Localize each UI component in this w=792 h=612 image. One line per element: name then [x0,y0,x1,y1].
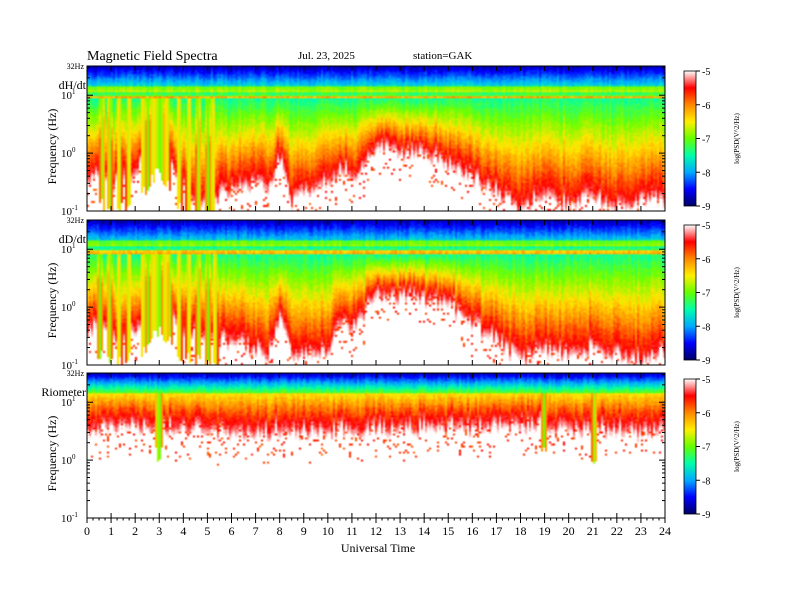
x-tick-label: 16 [466,524,478,538]
x-tick-label: 21 [587,524,599,538]
y-tick-label: 10 [61,148,73,160]
colorbar-tick-label: -6 [702,409,710,420]
x-tick-label: 1 [108,524,114,538]
panel-name-label: dH/dt [59,78,87,92]
x-tick-label: 10 [322,524,334,538]
x-axis-label: Universal Time [341,541,415,555]
y-tick-exponent: -1 [72,204,78,212]
colorbar-tick-label: -9 [702,510,710,521]
colorbar-tick-label: -6 [702,255,710,266]
y-axis-label: Frequency (Hz) [45,416,59,492]
y-tick-label: 10 [61,360,73,372]
x-tick-label: 5 [204,524,210,538]
y-top-label: 32Hz [67,62,85,71]
colorbar-tick-label: -7 [702,289,710,300]
y-axis-label: Frequency (Hz) [45,263,59,339]
x-tick-label: 15 [442,524,454,538]
spectrogram-image [87,66,665,211]
colorbars: -5 -6 -7 -8 -9 log(PSD(V^2/Hz) -5 -6 -7 -8 -9 log(P… [683,67,741,521]
y-tick-label: 10 [61,206,73,218]
x-tick-label: 22 [611,524,623,538]
colorbar-label: log(PSD(V^2/Hz) [733,420,741,471]
figure-title: Magnetic Field Spectra [87,49,218,64]
y-tick-label: 10 [61,90,73,102]
colorbar-tick-label: -8 [702,168,710,179]
colorbar-tick-label: -9 [702,356,710,367]
x-tick-label: 2 [132,524,138,538]
x-tick-label: 19 [539,524,551,538]
y-tick-label: 10 [61,455,73,467]
colorbar-tick-label: -8 [702,322,710,333]
colorbar-label: log(PSD(V^2/Hz) [733,112,741,163]
y-tick-exponent: 1 [72,395,76,403]
y-top-label: 32Hz [67,216,85,225]
y-tick-exponent: 0 [72,453,76,461]
panel-name-label: dD/dt [59,232,87,246]
colorbar: -5 -6 -7 -8 -9 log(PSD(V^2/Hz) [683,375,741,521]
y-tick-label: 10 [61,302,73,314]
x-tick-label: 14 [418,524,430,538]
date-label: Jul. 23, 2025 [298,50,355,62]
colorbar-tick-label: -7 [702,443,710,454]
colorbar-tick-label: -5 [702,67,710,78]
y-tick-exponent: -1 [72,511,78,519]
y-top-label: 32Hz [67,369,85,378]
x-tick-label: 11 [346,524,358,538]
colorbar: -5 -6 -7 -8 -9 log(PSD(V^2/Hz) [683,221,741,367]
colorbar: -5 -6 -7 -8 -9 log(PSD(V^2/Hz) [683,67,741,213]
x-tick-label: 8 [277,524,283,538]
x-tick-label: 12 [370,524,382,538]
y-tick-label: 10 [61,244,73,256]
station-label: station=GAK [413,50,472,62]
y-tick-label: 10 [61,513,73,525]
x-tick-label: 9 [301,524,307,538]
x-tick-label: 18 [515,524,527,538]
y-tick-exponent: 0 [72,146,76,154]
x-tick-label: 7 [253,524,259,538]
panel-name-label: Riometer [41,385,86,399]
x-tick-label: 24 [659,524,671,538]
x-tick-label: 23 [635,524,647,538]
x-axis: 0 1 2 3 4 5 6 7 8 9 10 11 12 13 14 15 16 17 18 19 20 21 22 23 24 [84,518,671,538]
x-tick-label: 0 [84,524,90,538]
colorbar-tick-label: -7 [702,135,710,146]
x-tick-label: 13 [394,524,406,538]
x-tick-label: 4 [180,524,186,538]
colorbar-ramp [683,378,697,515]
y-tick-exponent: 0 [72,300,76,308]
spectrogram-image [87,220,665,365]
x-tick-label: 6 [229,524,235,538]
colorbar-label: log(PSD(V^2/Hz) [733,266,741,317]
colorbar-tick-label: -5 [702,221,710,232]
colorbar-tick-label: -8 [702,476,710,487]
x-tick-label: 20 [563,524,575,538]
y-axis-label: Frequency (Hz) [45,109,59,185]
x-tick-label: 3 [156,524,162,538]
y-tick-exponent: 1 [72,242,76,250]
colorbar-tick-label: -6 [702,101,710,112]
x-tick-label: 17 [490,524,502,538]
spectrogram-image [87,373,665,518]
colorbar-tick-label: -9 [702,202,710,213]
y-tick-exponent: 1 [72,88,76,96]
y-tick-label: 10 [61,397,73,409]
colorbar-ramp [683,70,697,207]
colorbar-tick-label: -5 [702,375,710,386]
y-tick-exponent: -1 [72,358,78,366]
colorbar-ramp [683,224,697,361]
